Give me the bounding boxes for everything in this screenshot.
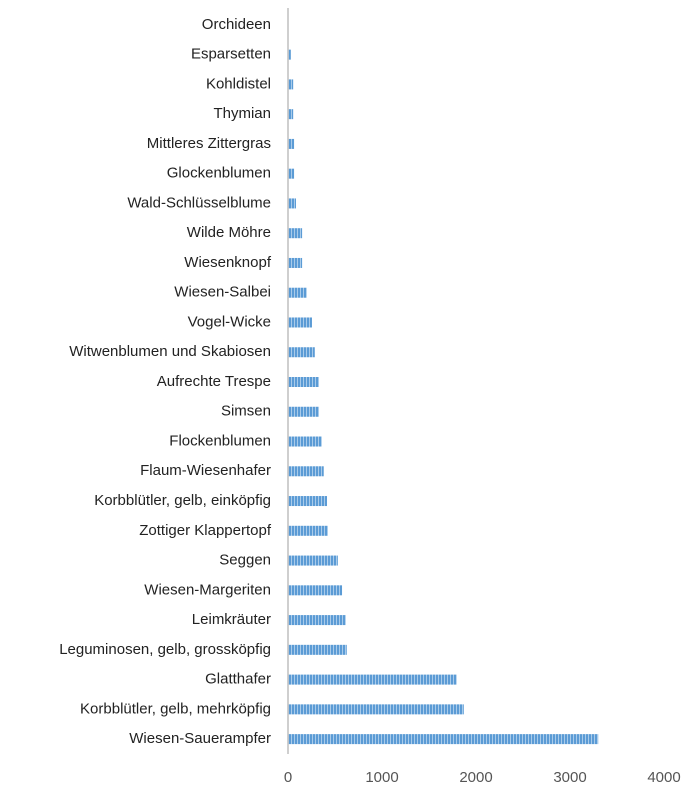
y-tick-label: Korbblütler, gelb, mehrköpfig (80, 700, 271, 717)
bar (288, 139, 294, 149)
y-tick-label: Wald-Schlüsselblume (127, 194, 271, 211)
y-tick-label: Aufrechte Trespe (157, 373, 271, 390)
bar (288, 198, 296, 208)
y-tick-label: Zottiger Klappertopf (139, 522, 272, 539)
y-tick-label: Wiesenknopf (184, 254, 272, 271)
bar (288, 79, 293, 89)
y-tick-label: Esparsetten (191, 46, 271, 63)
y-tick-label: Vogel-Wicke (188, 313, 271, 330)
x-tick-label: 0 (284, 769, 292, 786)
y-tick-label: Leguminosen, gelb, grossköpfig (59, 641, 271, 658)
bar (288, 496, 327, 506)
y-tick-label: Wiesen-Sauerampfer (129, 730, 271, 747)
y-tick-label: Flockenblumen (169, 432, 271, 449)
y-tick-label: Simsen (221, 403, 271, 420)
y-tick-label: Wiesen-Margeriten (144, 581, 271, 598)
y-tick-label: Seggen (219, 552, 271, 569)
bar (288, 377, 319, 387)
y-tick-label: Korbblütler, gelb, einköpfig (94, 492, 271, 509)
y-tick-label: Glatthafer (205, 671, 271, 688)
x-tick-label: 4000 (647, 769, 680, 786)
bar (288, 169, 294, 179)
x-tick-label: 3000 (553, 769, 586, 786)
bar (288, 585, 342, 595)
y-tick-label: Mittleres Zittergras (147, 135, 271, 152)
y-tick-label: Glockenblumen (167, 165, 271, 182)
bar (288, 734, 598, 744)
y-tick-label: Kohldistel (206, 75, 271, 92)
bar (288, 526, 328, 536)
bar (288, 288, 307, 298)
y-tick-label: Witwenblumen und Skabiosen (69, 343, 271, 360)
bar (288, 675, 457, 685)
bar (288, 317, 312, 327)
y-tick-label: Wilde Möhre (187, 224, 271, 241)
y-tick-label: Flaum-Wiesenhafer (140, 462, 271, 479)
bar (288, 645, 347, 655)
bar (288, 704, 464, 714)
x-tick-label: 2000 (459, 769, 492, 786)
y-tick-label: Orchideen (202, 16, 271, 33)
x-tick-label: 1000 (365, 769, 398, 786)
bar (288, 258, 302, 268)
bar (288, 347, 315, 357)
bar (288, 615, 346, 625)
bar (288, 437, 322, 447)
y-tick-label: Wiesen-Salbei (174, 284, 271, 301)
bar (288, 109, 293, 119)
bar (288, 556, 338, 566)
bar (288, 228, 302, 238)
y-tick-label: Leimkräuter (192, 611, 271, 628)
bar (288, 407, 319, 417)
y-tick-label: Thymian (213, 105, 271, 122)
bar (288, 466, 324, 476)
